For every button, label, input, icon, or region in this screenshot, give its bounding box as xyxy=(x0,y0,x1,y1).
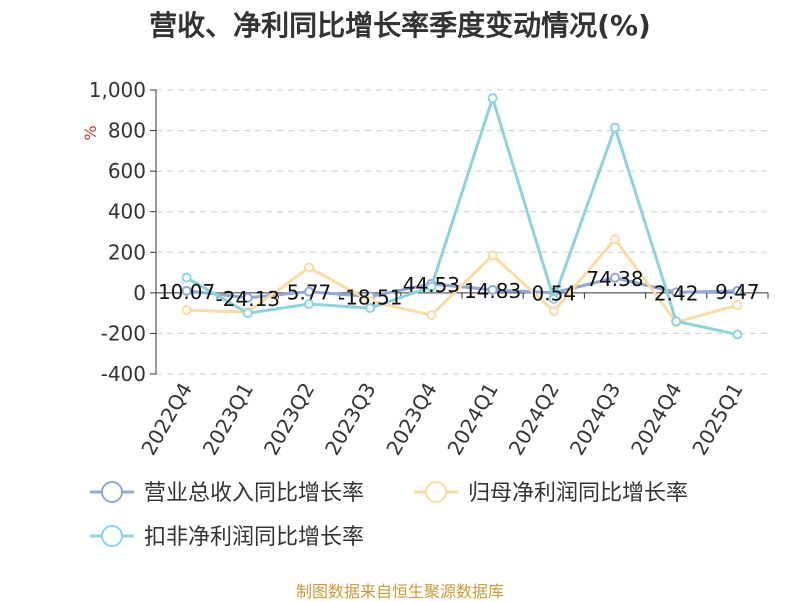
legend-item[interactable]: 营业总收入同比增长率 xyxy=(90,481,364,506)
legend-marker-icon xyxy=(101,525,123,547)
x-tick-label: 2024Q1 xyxy=(442,378,502,459)
data-label: 74.38 xyxy=(586,267,643,291)
legend-label: 归母净利润同比增长率 xyxy=(468,481,688,506)
data-point xyxy=(732,285,743,296)
series-line xyxy=(185,96,738,336)
legend-marker-icon xyxy=(425,481,447,503)
data-point xyxy=(304,286,314,297)
x-tick-label: 2024Q2 xyxy=(504,379,564,460)
x-tick-label: 2023Q1 xyxy=(198,379,258,460)
data-point xyxy=(732,329,743,340)
x-tick-label: 2023Q2 xyxy=(259,379,319,460)
data-label: -18.51 xyxy=(338,286,402,310)
data-point xyxy=(181,285,192,296)
data-point xyxy=(304,299,314,310)
x-tick-label: 2024Q3 xyxy=(565,379,625,460)
data-point xyxy=(426,310,437,321)
data-point xyxy=(487,93,498,104)
data-source-note: 制图数据来自恒生聚源数据库 xyxy=(295,582,504,601)
data-point xyxy=(304,262,314,273)
data-point xyxy=(610,122,620,133)
x-tick-label: 2023Q4 xyxy=(381,379,441,460)
legend-marker-icon xyxy=(101,481,123,503)
legend-label: 扣非净利润同比增长率 xyxy=(144,525,364,550)
series-line xyxy=(186,237,738,324)
y-tick-label: 0 xyxy=(133,281,146,305)
y-axis-unit-label: % xyxy=(81,125,100,140)
data-point xyxy=(548,293,559,304)
y-tick-label: 800 xyxy=(108,119,146,143)
x-tick-label: 2024Q4 xyxy=(626,379,686,460)
data-label: 2.42 xyxy=(654,281,699,305)
data-label: 10.07 xyxy=(158,280,215,304)
data-point xyxy=(548,306,559,317)
data-point xyxy=(181,272,192,283)
legend-item[interactable]: 扣非净利润同比增长率 xyxy=(90,525,364,550)
data-label: -24.13 xyxy=(216,287,280,311)
x-tick-label: 2022Q4 xyxy=(136,379,196,460)
legend-label: 营业总收入同比增长率 xyxy=(144,481,364,506)
y-tick-labels: -400 -200 0 200 400 600 800 1,000 xyxy=(89,78,146,386)
data-label: 14.83 xyxy=(464,279,521,303)
data-point xyxy=(242,292,253,303)
y-tick-label: 1,000 xyxy=(89,78,146,102)
x-tick-labels: 2022Q4 2023Q1 2023Q2 2023Q3 2023Q4 2024Q1 2024… xyxy=(136,378,747,459)
data-point xyxy=(610,272,620,283)
data-point xyxy=(487,284,498,295)
chart-title: 营收、净利同比增长率季度变动情况(%) xyxy=(149,9,651,42)
data-label: 44.53 xyxy=(403,273,460,297)
data-point xyxy=(732,300,743,311)
y-tick-label: 400 xyxy=(108,200,146,224)
data-point xyxy=(610,234,620,245)
data-point xyxy=(426,281,437,292)
data-point xyxy=(242,308,253,319)
x-tick-label: 2023Q3 xyxy=(320,379,380,460)
axes xyxy=(150,89,769,375)
data-label: 5.77 xyxy=(287,281,332,305)
y-tick-label: -400 xyxy=(101,362,146,386)
y-tick-label: 200 xyxy=(108,240,146,264)
data-label: 9.47 xyxy=(715,280,760,304)
data-point xyxy=(671,287,682,298)
data-point xyxy=(181,305,192,316)
data-point xyxy=(487,250,498,261)
grid-lines xyxy=(156,89,768,375)
y-tick-label: -200 xyxy=(101,321,146,345)
data-point xyxy=(671,316,682,327)
data-point xyxy=(365,303,376,314)
legend-item[interactable]: 归母净利润同比增长率 xyxy=(414,481,688,506)
y-tick-label: 600 xyxy=(108,159,146,183)
data-label: 0.54 xyxy=(532,282,577,306)
x-tick-label: 2025Q1 xyxy=(687,379,747,460)
series-lines xyxy=(181,93,743,340)
